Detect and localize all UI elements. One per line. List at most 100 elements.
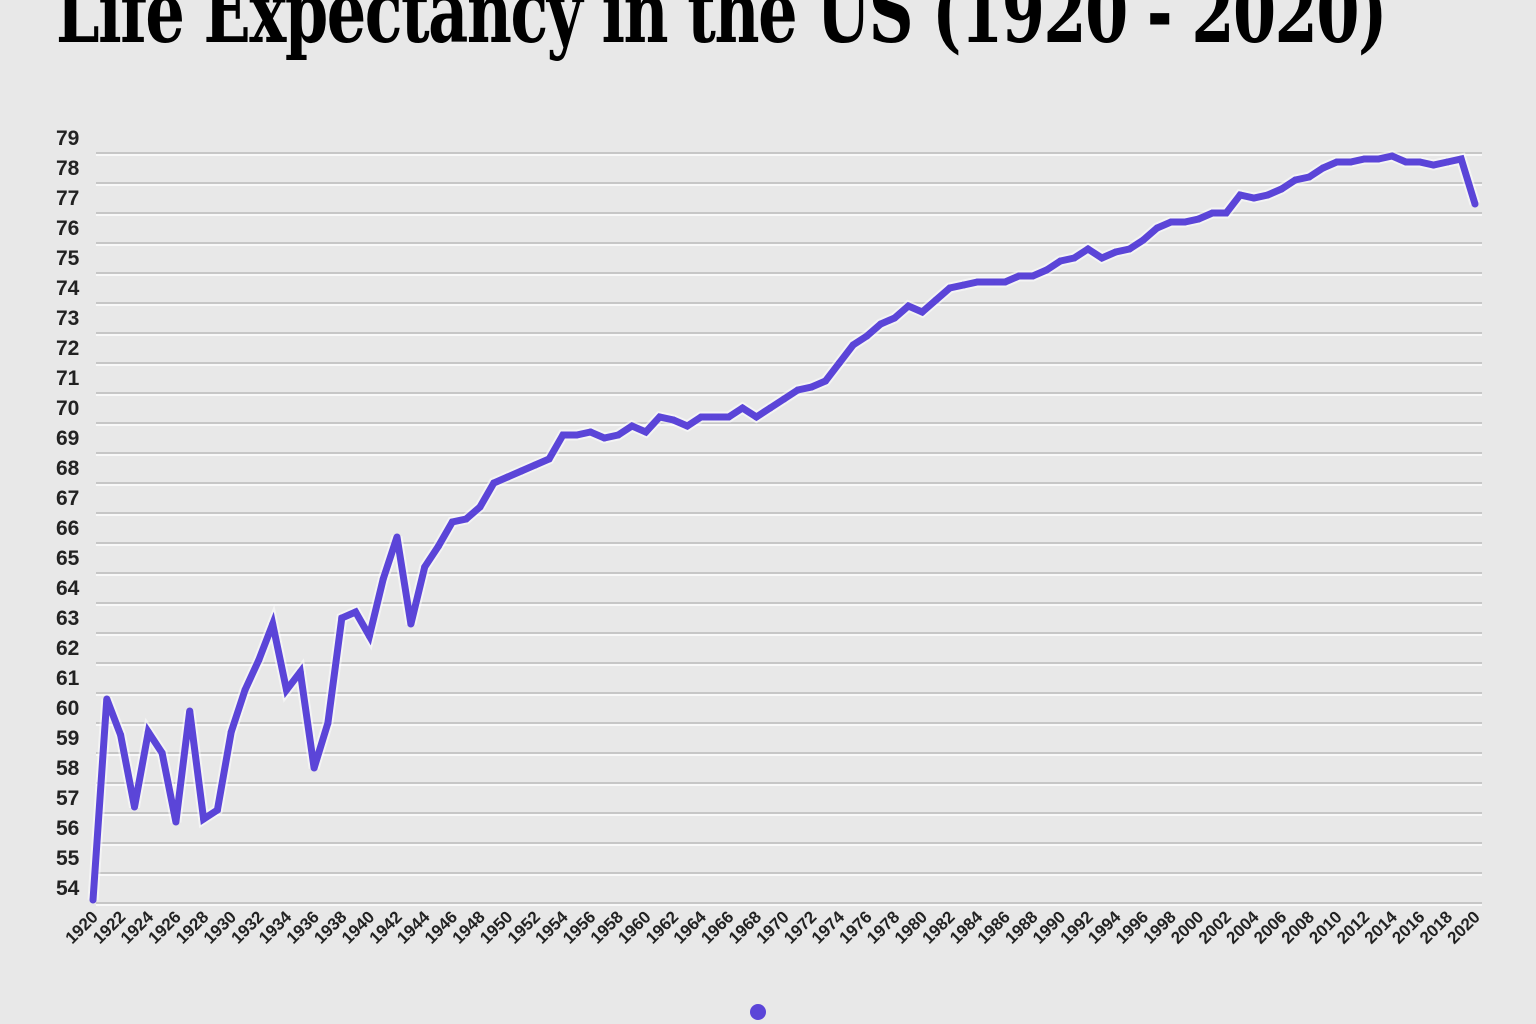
data-point	[338, 614, 346, 622]
y-tick-label: 65	[56, 547, 80, 570]
data-point	[932, 296, 940, 304]
data-point	[1457, 155, 1465, 163]
data-point	[1374, 155, 1382, 163]
data-point	[918, 308, 926, 316]
data-point	[739, 404, 747, 412]
data-point	[780, 395, 788, 403]
y-tick-label: 54	[56, 877, 80, 900]
y-tick-label: 62	[56, 637, 79, 660]
data-point	[393, 533, 401, 541]
data-point	[241, 686, 249, 694]
data-point	[1388, 152, 1396, 160]
data-point	[1056, 257, 1064, 265]
series-line-halo	[87, 150, 1481, 901]
y-tick-label: 74	[56, 277, 80, 300]
data-point	[1278, 185, 1286, 193]
data-point	[1416, 158, 1424, 166]
data-point	[255, 656, 263, 664]
y-tick-label: 56	[56, 817, 79, 840]
data-point	[1319, 164, 1327, 172]
data-point	[1126, 245, 1133, 253]
data-point	[407, 620, 415, 628]
y-tick-label: 79	[56, 127, 79, 150]
y-tick-label: 72	[56, 337, 79, 360]
data-point	[960, 281, 968, 289]
data-point	[794, 386, 802, 394]
data-point	[1222, 209, 1230, 217]
y-tick-label: 73	[56, 307, 79, 330]
data-point	[1471, 200, 1479, 208]
chart-title: Life Expectancy in the US (1920 - 2020)	[56, 0, 1387, 63]
data-point	[1195, 215, 1203, 223]
data-point	[103, 695, 111, 703]
data-point	[1264, 191, 1272, 199]
data-point	[517, 467, 525, 475]
data-point	[186, 707, 194, 715]
data-point	[946, 284, 954, 292]
data-point	[213, 806, 221, 814]
data-point	[200, 815, 208, 823]
data-point	[863, 332, 871, 340]
data-point	[1084, 245, 1092, 253]
y-tick-label: 64	[56, 577, 80, 600]
data-point	[683, 422, 691, 430]
y-tick-label: 67	[56, 487, 79, 510]
data-point	[352, 608, 360, 616]
data-point	[835, 359, 843, 367]
data-point	[296, 668, 304, 676]
data-point	[421, 563, 429, 571]
data-point	[1208, 209, 1216, 217]
data-point	[1443, 158, 1451, 166]
data-point	[504, 473, 512, 481]
data-point	[1070, 254, 1078, 262]
data-point	[587, 428, 595, 436]
data-point	[545, 455, 553, 463]
y-tick-label: 60	[56, 697, 79, 720]
y-tick-label: 69	[56, 427, 79, 450]
x-tick-label: 2020	[1444, 907, 1484, 947]
data-point	[904, 302, 912, 310]
data-point	[669, 416, 677, 424]
data-point	[1139, 236, 1147, 244]
y-tick-label: 71	[56, 367, 80, 390]
data-point	[987, 278, 995, 286]
data-point	[1001, 278, 1009, 286]
y-tick-label: 58	[56, 757, 80, 780]
data-point	[1181, 218, 1189, 226]
data-point	[227, 728, 235, 736]
data-point	[448, 518, 456, 526]
data-point	[973, 278, 981, 286]
y-tick-label: 66	[56, 517, 79, 540]
series-line	[89, 152, 1479, 901]
data-point	[490, 479, 498, 487]
data-point	[891, 314, 899, 322]
legend-marker	[750, 1004, 766, 1020]
y-tick-label: 78	[56, 157, 80, 180]
data-point	[877, 320, 885, 328]
data-point	[144, 728, 152, 736]
data-point	[379, 575, 387, 583]
data-point	[462, 515, 470, 523]
data-point	[1015, 272, 1023, 280]
data-point	[1250, 194, 1258, 202]
y-tick-label: 77	[56, 187, 79, 210]
y-tick-label: 55	[56, 847, 80, 870]
data-point	[117, 731, 125, 739]
data-point	[559, 431, 567, 439]
y-tick-label: 68	[56, 457, 80, 480]
data-point	[821, 377, 829, 385]
data-point	[130, 803, 138, 811]
y-tick-label: 75	[56, 247, 80, 270]
y-tick-label: 59	[56, 727, 79, 750]
data-point	[600, 434, 608, 442]
data-point	[808, 383, 816, 391]
data-point	[1347, 158, 1355, 166]
data-point	[573, 431, 581, 439]
data-point	[1153, 224, 1161, 232]
data-point	[282, 686, 290, 694]
y-tick-label: 63	[56, 607, 79, 630]
data-point	[656, 413, 664, 421]
data-point	[766, 404, 774, 412]
data-point	[365, 632, 373, 640]
